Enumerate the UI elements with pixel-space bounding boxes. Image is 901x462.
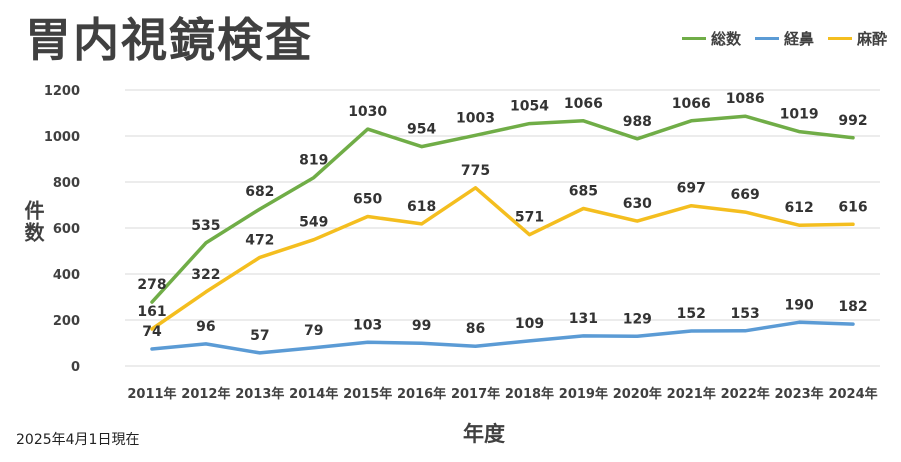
data-label-anesthesia: 612	[784, 200, 813, 216]
data-label-total: 535	[191, 218, 220, 234]
data-label-nasal: 182	[838, 299, 867, 315]
data-label-nasal: 152	[677, 306, 706, 322]
legend-item-total: 総数	[681, 28, 741, 49]
series-line-nasal	[150, 320, 855, 355]
gridlines	[125, 89, 880, 367]
x-tick-label: 2012年	[181, 386, 230, 402]
data-label-nasal: 129	[623, 311, 652, 327]
y-tick-label: 200	[53, 314, 80, 329]
data-label-anesthesia: 618	[407, 199, 436, 215]
data-label-total: 1030	[348, 104, 387, 120]
y-tick-label: 1200	[44, 84, 80, 99]
x-tick-label: 2021年	[667, 386, 716, 402]
y-axis-label: 件数	[21, 200, 45, 244]
series-line-total	[150, 114, 855, 304]
y-tick-label: 400	[53, 268, 80, 283]
legend-label-anesthesia: 麻酔	[856, 30, 887, 48]
chart-title: 胃内視鏡検査	[25, 13, 313, 67]
data-label-nasal: 131	[569, 311, 598, 327]
data-label-total: 1066	[672, 96, 711, 112]
legend-item-anesthesia: 麻酔	[827, 28, 887, 49]
data-label-anesthesia: 775	[461, 163, 490, 179]
data-label-nasal: 79	[304, 323, 323, 339]
data-label-anesthesia: 669	[731, 187, 760, 203]
data-label-total: 988	[623, 114, 652, 130]
data-label-nasal: 74	[142, 324, 162, 340]
x-tick-label: 2024年	[828, 386, 877, 402]
x-tick-label: 2011年	[127, 386, 176, 402]
y-tick-label: 0	[71, 360, 80, 375]
legend-label-nasal: 経鼻	[783, 30, 814, 48]
data-label-total: 1003	[456, 110, 495, 126]
y-tick-label: 800	[53, 176, 80, 191]
data-label-nasal: 190	[784, 297, 813, 313]
data-labels: 278 535 682 819 1030 954 1003 1054 1066 988 1066 10…	[137, 91, 867, 344]
data-label-anesthesia: 549	[299, 215, 328, 231]
data-label-anesthesia: 571	[515, 210, 544, 226]
x-tick-label: 2016年	[397, 386, 446, 402]
legend-item-nasal: 経鼻	[754, 28, 814, 49]
y-tick-label: 1000	[44, 130, 80, 145]
data-label-nasal: 153	[731, 306, 760, 322]
data-label-total: 954	[407, 122, 436, 138]
data-label-anesthesia: 697	[677, 181, 706, 197]
x-tick-label: 2022年	[721, 386, 770, 402]
data-label-total: 1066	[564, 96, 603, 112]
x-tick-label: 2018年	[505, 386, 554, 402]
legend-swatch-total	[681, 37, 706, 40]
data-label-anesthesia: 685	[569, 183, 598, 199]
data-label-anesthesia: 161	[137, 304, 166, 320]
data-label-total: 1019	[780, 107, 819, 123]
data-label-anesthesia: 630	[623, 196, 652, 212]
data-label-nasal: 96	[196, 319, 215, 335]
data-label-anesthesia: 322	[191, 267, 220, 283]
data-label-total: 992	[838, 113, 867, 129]
series-line-anesthesia	[150, 186, 855, 331]
y-axis-ticks: 0 200 400 600 800 1000 1200	[44, 84, 80, 375]
series-lines	[150, 114, 855, 355]
data-label-nasal: 57	[250, 328, 269, 344]
data-label-anesthesia: 650	[353, 192, 382, 208]
legend-swatch-anesthesia	[827, 37, 852, 40]
data-label-anesthesia: 472	[245, 232, 274, 248]
data-label-nasal: 99	[412, 318, 431, 334]
x-tick-label: 2017年	[451, 386, 500, 402]
legend-label-total: 総数	[710, 30, 741, 48]
x-axis-ticks: 2011年 2012年 2013年 2014年 2015年 2016年 2017年 2018年…	[127, 386, 877, 402]
legend: 総数 経鼻 麻酔	[681, 28, 887, 49]
data-label-nasal: 109	[515, 316, 544, 332]
legend-swatch-nasal	[754, 37, 779, 40]
data-label-total: 278	[137, 277, 166, 293]
data-label-nasal: 86	[466, 321, 485, 337]
footnote: 2025年4月1日現在	[16, 432, 140, 448]
data-label-total: 682	[245, 184, 274, 200]
data-label-nasal: 103	[353, 317, 382, 333]
data-label-total: 1086	[726, 91, 765, 107]
x-tick-label: 2015年	[343, 386, 392, 402]
y-tick-label: 600	[53, 222, 80, 237]
data-label-total: 1054	[510, 99, 549, 115]
data-label-anesthesia: 616	[838, 199, 867, 215]
x-tick-label: 2019年	[559, 386, 608, 402]
x-tick-label: 2023年	[775, 386, 824, 402]
x-tick-label: 2013年	[235, 386, 284, 402]
x-tick-label: 2020年	[613, 386, 662, 402]
x-axis-label: 年度	[463, 422, 505, 446]
x-tick-label: 2014年	[289, 386, 338, 402]
data-label-total: 819	[299, 153, 328, 169]
